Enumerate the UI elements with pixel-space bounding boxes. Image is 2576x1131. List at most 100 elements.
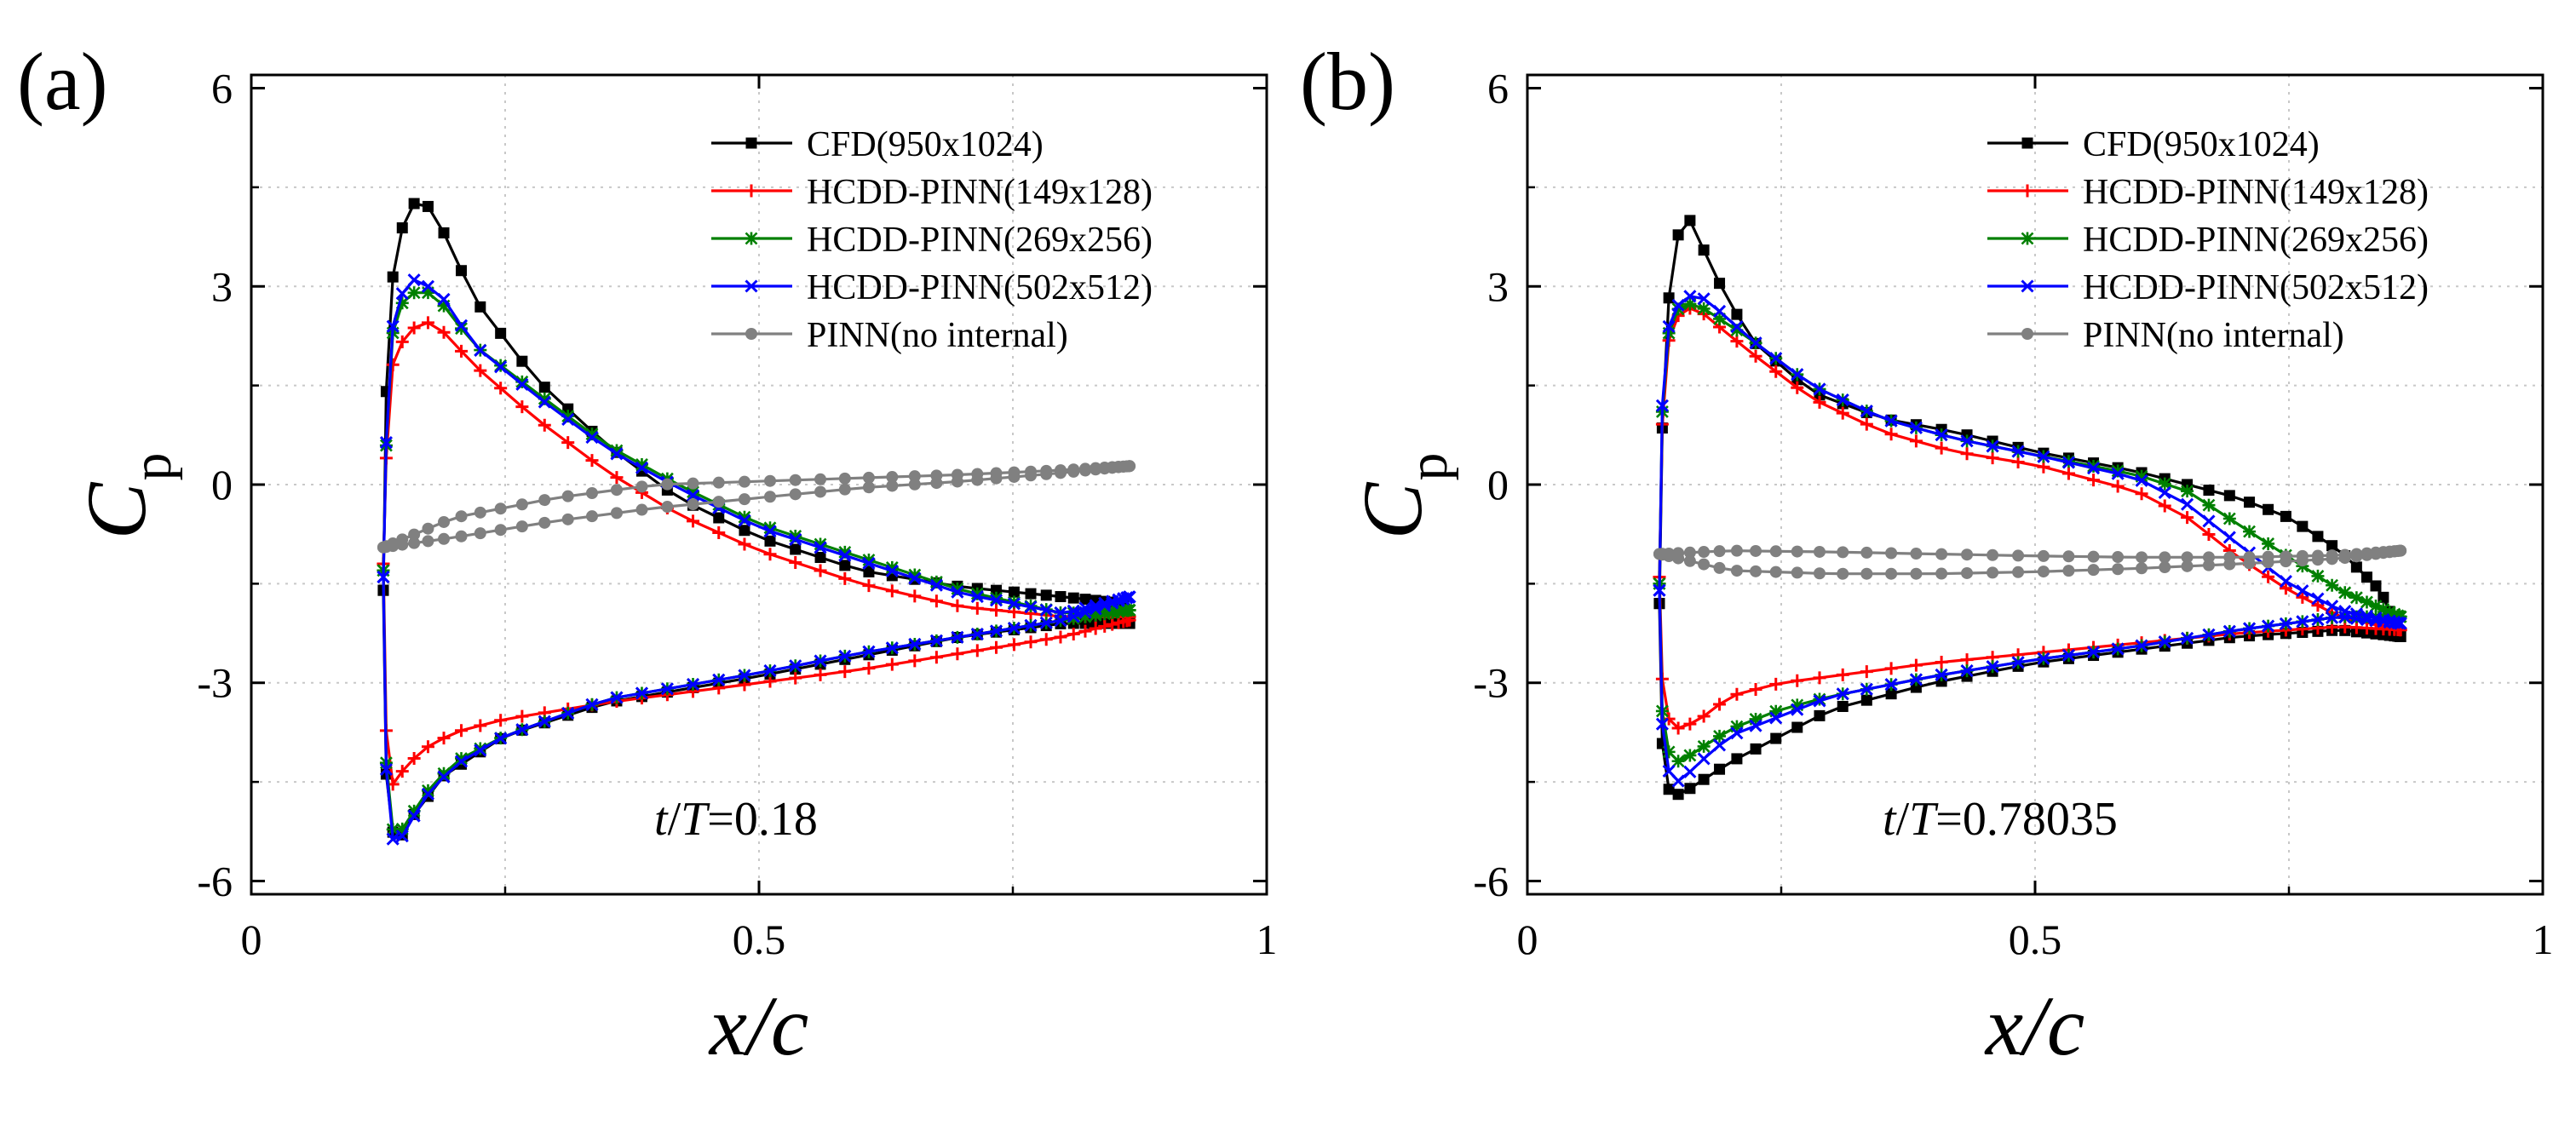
annotation-value: =0.18 — [707, 793, 818, 846]
data-point — [2297, 520, 2309, 532]
data-point — [1671, 302, 1685, 316]
data-point — [1040, 468, 1053, 480]
annotation-den: T — [1909, 793, 1939, 846]
data-point — [1714, 278, 1726, 290]
data-point — [395, 287, 409, 301]
data-point — [885, 564, 899, 577]
data-point — [438, 532, 451, 545]
data-point — [437, 299, 451, 313]
data-point — [474, 364, 487, 377]
data-point — [422, 535, 434, 548]
data-point — [2395, 544, 2407, 557]
data-point — [561, 410, 575, 423]
data-point — [1769, 365, 1783, 378]
data-point — [2279, 574, 2292, 588]
annotation-value: =0.78035 — [1935, 793, 2118, 846]
data-point — [1054, 630, 1067, 644]
data-point — [2011, 656, 2025, 669]
data-point — [2087, 459, 2101, 473]
data-point — [2158, 485, 2171, 500]
data-point — [455, 510, 468, 523]
data-point — [1885, 567, 1898, 580]
data-point — [1909, 421, 1923, 434]
panel-label: (a) — [17, 36, 108, 127]
legend-swatch-marker — [745, 279, 758, 293]
data-point — [687, 485, 700, 499]
data-point — [862, 579, 876, 593]
data-point — [2242, 622, 2257, 635]
data-point — [2360, 595, 2373, 609]
data-point — [2262, 619, 2275, 633]
data-point — [1662, 319, 1676, 334]
data-point — [1663, 292, 1675, 304]
data-point — [1791, 703, 1804, 716]
data-point — [908, 571, 922, 585]
data-point — [2181, 485, 2194, 498]
data-point — [2037, 450, 2050, 463]
data-point — [387, 271, 399, 283]
data-point — [1024, 635, 1038, 649]
data-point — [2263, 503, 2274, 515]
time-annotation: t/T=0.78035 — [1883, 793, 2118, 846]
data-point — [538, 418, 551, 432]
data-point — [738, 475, 750, 488]
data-point — [2349, 610, 2363, 623]
data-point — [2243, 525, 2257, 538]
data-point — [1098, 607, 1112, 621]
data-point — [408, 537, 421, 549]
data-point — [1090, 463, 1102, 476]
data-point — [2061, 456, 2076, 469]
data-point — [2377, 602, 2390, 616]
legend-item: HCDD-PINN(149x128) — [1987, 173, 2429, 212]
legend-swatch-marker — [2021, 232, 2034, 245]
data-point — [1698, 244, 1710, 256]
data-point — [1008, 470, 1021, 483]
data-point — [1079, 594, 1091, 606]
panel-b: 0 0.5 1 6 3 0 -3 -6 (b) x/c Cp CFD(950x1024) HCDD-PI… — [1300, 36, 2554, 1073]
data-point — [1684, 215, 1696, 227]
data-point — [2158, 635, 2171, 649]
data-point — [712, 496, 725, 508]
data-point — [407, 273, 421, 287]
data-point — [1067, 628, 1080, 641]
data-point — [2202, 527, 2216, 541]
data-point — [713, 512, 725, 524]
data-point — [1684, 783, 1696, 795]
data-point — [455, 322, 469, 336]
data-point — [1671, 721, 1685, 735]
data-point — [421, 286, 434, 300]
data-point — [789, 659, 802, 673]
data-point — [763, 548, 777, 561]
data-point — [738, 514, 751, 527]
data-point — [2135, 474, 2148, 487]
panel-a: 0 0.5 1 6 3 0 -3 -6 (a) x/c Cp CFD(950x1024) HCDD-PI… — [17, 36, 1278, 1073]
y-tick-label: 3 — [1487, 262, 1509, 310]
y-axis-title-sub: p — [121, 453, 183, 481]
data-point — [1024, 618, 1038, 632]
legend-label: CFD(950x1024) — [2083, 125, 2320, 164]
data-point — [1008, 586, 1020, 598]
data-point — [1791, 566, 1803, 579]
data-point — [395, 830, 409, 843]
data-point — [885, 584, 899, 598]
data-point — [712, 525, 726, 539]
data-point — [1860, 417, 1873, 431]
data-point — [2369, 600, 2383, 613]
data-point — [1935, 656, 1948, 669]
data-point — [862, 554, 876, 567]
data-point — [437, 732, 451, 745]
data-point — [2202, 628, 2216, 641]
data-point — [1698, 773, 1710, 785]
data-point — [1123, 590, 1136, 604]
data-point — [561, 490, 574, 502]
series-hcdd-pinn-269x256 — [377, 286, 1136, 836]
data-point — [2012, 549, 2025, 562]
data-point — [386, 358, 400, 371]
data-point — [386, 832, 400, 846]
data-point — [438, 515, 451, 528]
data-point — [885, 657, 899, 671]
data-point — [929, 651, 943, 664]
data-point — [2181, 497, 2194, 511]
data-point — [2280, 555, 2292, 568]
series-pinn-no-internal — [377, 460, 1136, 554]
